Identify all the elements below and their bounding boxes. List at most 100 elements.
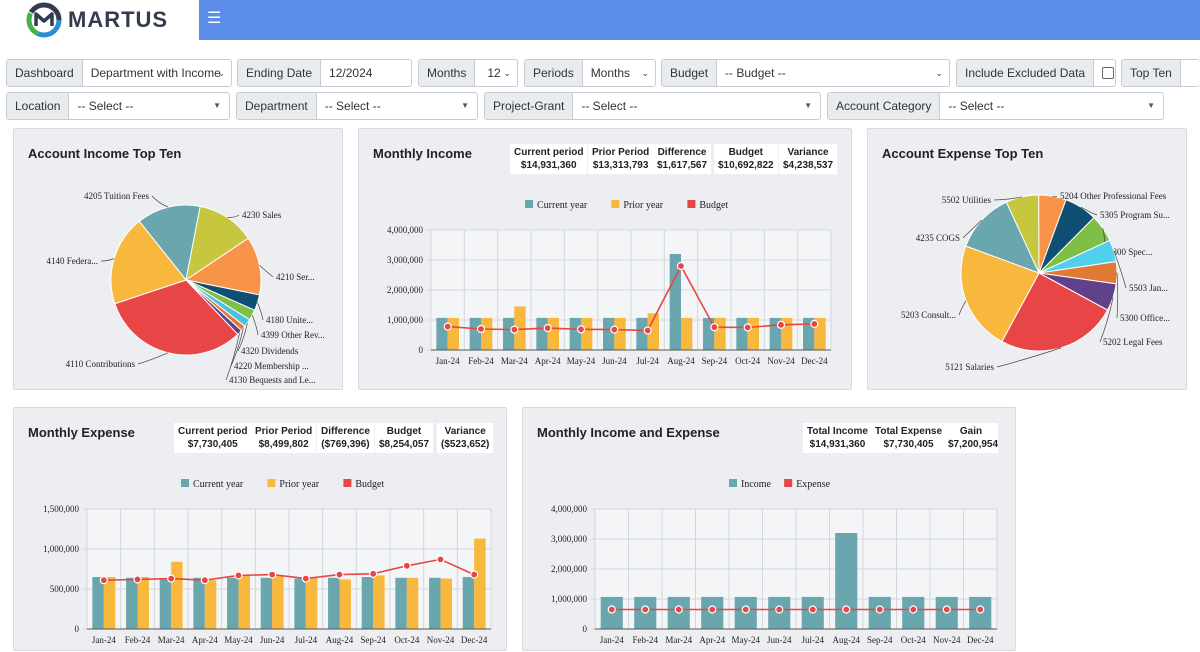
filter-bar: Dashboard Department with Income ⌄ Ending… [0,40,1200,125]
bar [193,577,205,629]
expense-top-ten-card: Account Expense Top Ten 5502 Utilities 52… [867,128,1187,390]
pie-leader-line [1113,250,1127,289]
x-tick-label: Dec-24 [801,356,828,366]
caret-down-icon: ▼ [461,101,469,110]
bar [294,578,306,629]
location-select[interactable]: -- Select -- ▼ [69,93,229,119]
bar [736,317,748,350]
stat-prior-period: Prior Period $13,313,793 [588,144,654,174]
bar [514,306,526,350]
y-tick-label: 0 [419,345,424,355]
y-tick-label: 500,000 [50,584,80,594]
bar [227,577,239,629]
department-select[interactable]: -- Select -- ▼ [317,93,477,119]
line-point [808,605,817,614]
location-filter: Location -- Select -- ▼ [6,92,230,120]
department-label: Department [237,93,317,119]
card-title: Account Income Top Ten [28,146,182,161]
pie-slice [185,205,249,282]
card-title: Monthly Income and Expense [537,425,720,440]
pie-leader-line [1099,297,1114,343]
months-filter: Months 12 ⌄ [418,59,518,87]
pie-slice [110,220,187,305]
x-tick-label: Nov-24 [767,356,795,366]
top-ten-label[interactable]: Top Ten [1122,60,1181,86]
pie-label: 5305 Program Su... [1100,210,1170,220]
x-tick-label: Feb-24 [633,635,659,645]
pie-label: 4220 Membership ... [234,361,309,371]
line-point [268,570,277,579]
periods-select[interactable]: Months ⌄ [583,60,655,86]
line-point [436,555,445,564]
bar [474,538,486,629]
pie-label: 5202 Legal Fees [1103,337,1163,347]
bar [339,579,351,629]
x-tick-label: Mar-24 [501,356,528,366]
account-category-select[interactable]: -- Select -- ▼ [940,93,1163,119]
caret-down-icon: ▼ [1147,101,1155,110]
bar [406,577,419,629]
hamburger-icon[interactable]: ☰ [207,10,222,27]
x-tick-label: Feb-24 [125,635,151,645]
pie-label: 4180 Unite... [266,315,313,325]
bar [436,317,448,350]
bar [429,577,441,629]
line-point [674,605,683,614]
include-excluded-label: Include Excluded Data [957,60,1095,86]
line-point [200,576,209,585]
line-point [875,605,884,614]
y-tick-label: 4,000,000 [551,504,588,514]
pie-leader-line [137,352,169,365]
budget-select[interactable]: -- Budget -- ⌄ [717,60,949,86]
x-tick-label: Jan-24 [92,635,116,645]
stat-current-period: Current period $14,931,360 [510,144,588,174]
line-point [676,261,686,271]
pie-slice [138,204,201,282]
x-tick-label: May-24 [567,356,596,366]
bar [669,254,681,350]
bar [272,576,284,629]
pie-leader-line [100,258,115,262]
pie-leader-line [1080,206,1098,216]
x-tick-label: Jul-24 [802,635,825,645]
bar [171,561,183,629]
monthly-expense-card: Monthly Expense Current period $7,730,405… [13,407,507,651]
chevron-down-icon: ⌄ [935,68,943,78]
include-excluded-checkbox[interactable] [1102,67,1115,79]
chevron-down-icon: ⌄ [503,68,511,78]
x-tick-label: Aug-24 [326,635,354,645]
x-tick-label: Sep-24 [360,635,386,645]
bar [361,577,374,629]
location-label: Location [7,93,70,119]
y-tick-label: 1,000,000 [43,544,80,554]
line-point [167,574,176,583]
line-point [942,605,951,614]
legend-label: Prior year [623,200,663,211]
dashboard-filter: Dashboard Department with Income ⌄ [6,59,232,87]
top-navigation-bar [0,0,1200,40]
ending-date-input[interactable]: 12/2024 [329,66,373,80]
legend-swatch [611,200,620,208]
x-tick-label: Dec-24 [461,635,488,645]
x-tick-label: Apr-24 [535,356,561,366]
bar [703,317,715,350]
x-tick-label: Jan-24 [436,356,460,366]
dashboard-select[interactable]: Department with Income ⌄ [83,60,231,86]
x-tick-label: Jun-24 [602,356,627,366]
account-category-label: Account Category [828,93,941,119]
brand-logo[interactable]: MARTUS [0,0,199,40]
bar [503,317,515,350]
y-tick-label: 1,500,000 [43,504,80,514]
top-ten-filter: Top Ten [1121,59,1200,87]
project-grant-select[interactable]: -- Select -- ▼ [573,93,820,119]
legend-label: Budget [699,200,728,211]
line-point [576,325,586,334]
pie-label: 5204 Other Professional Fees [1060,191,1167,201]
pie-leader-line [996,347,1062,368]
months-select[interactable]: 12 ⌄ [475,60,517,86]
bar [581,317,593,350]
line-point [607,605,616,614]
bar [440,578,452,629]
pie-label: 4320 Dividends [241,346,299,356]
x-tick-label: Jul-24 [295,635,318,645]
